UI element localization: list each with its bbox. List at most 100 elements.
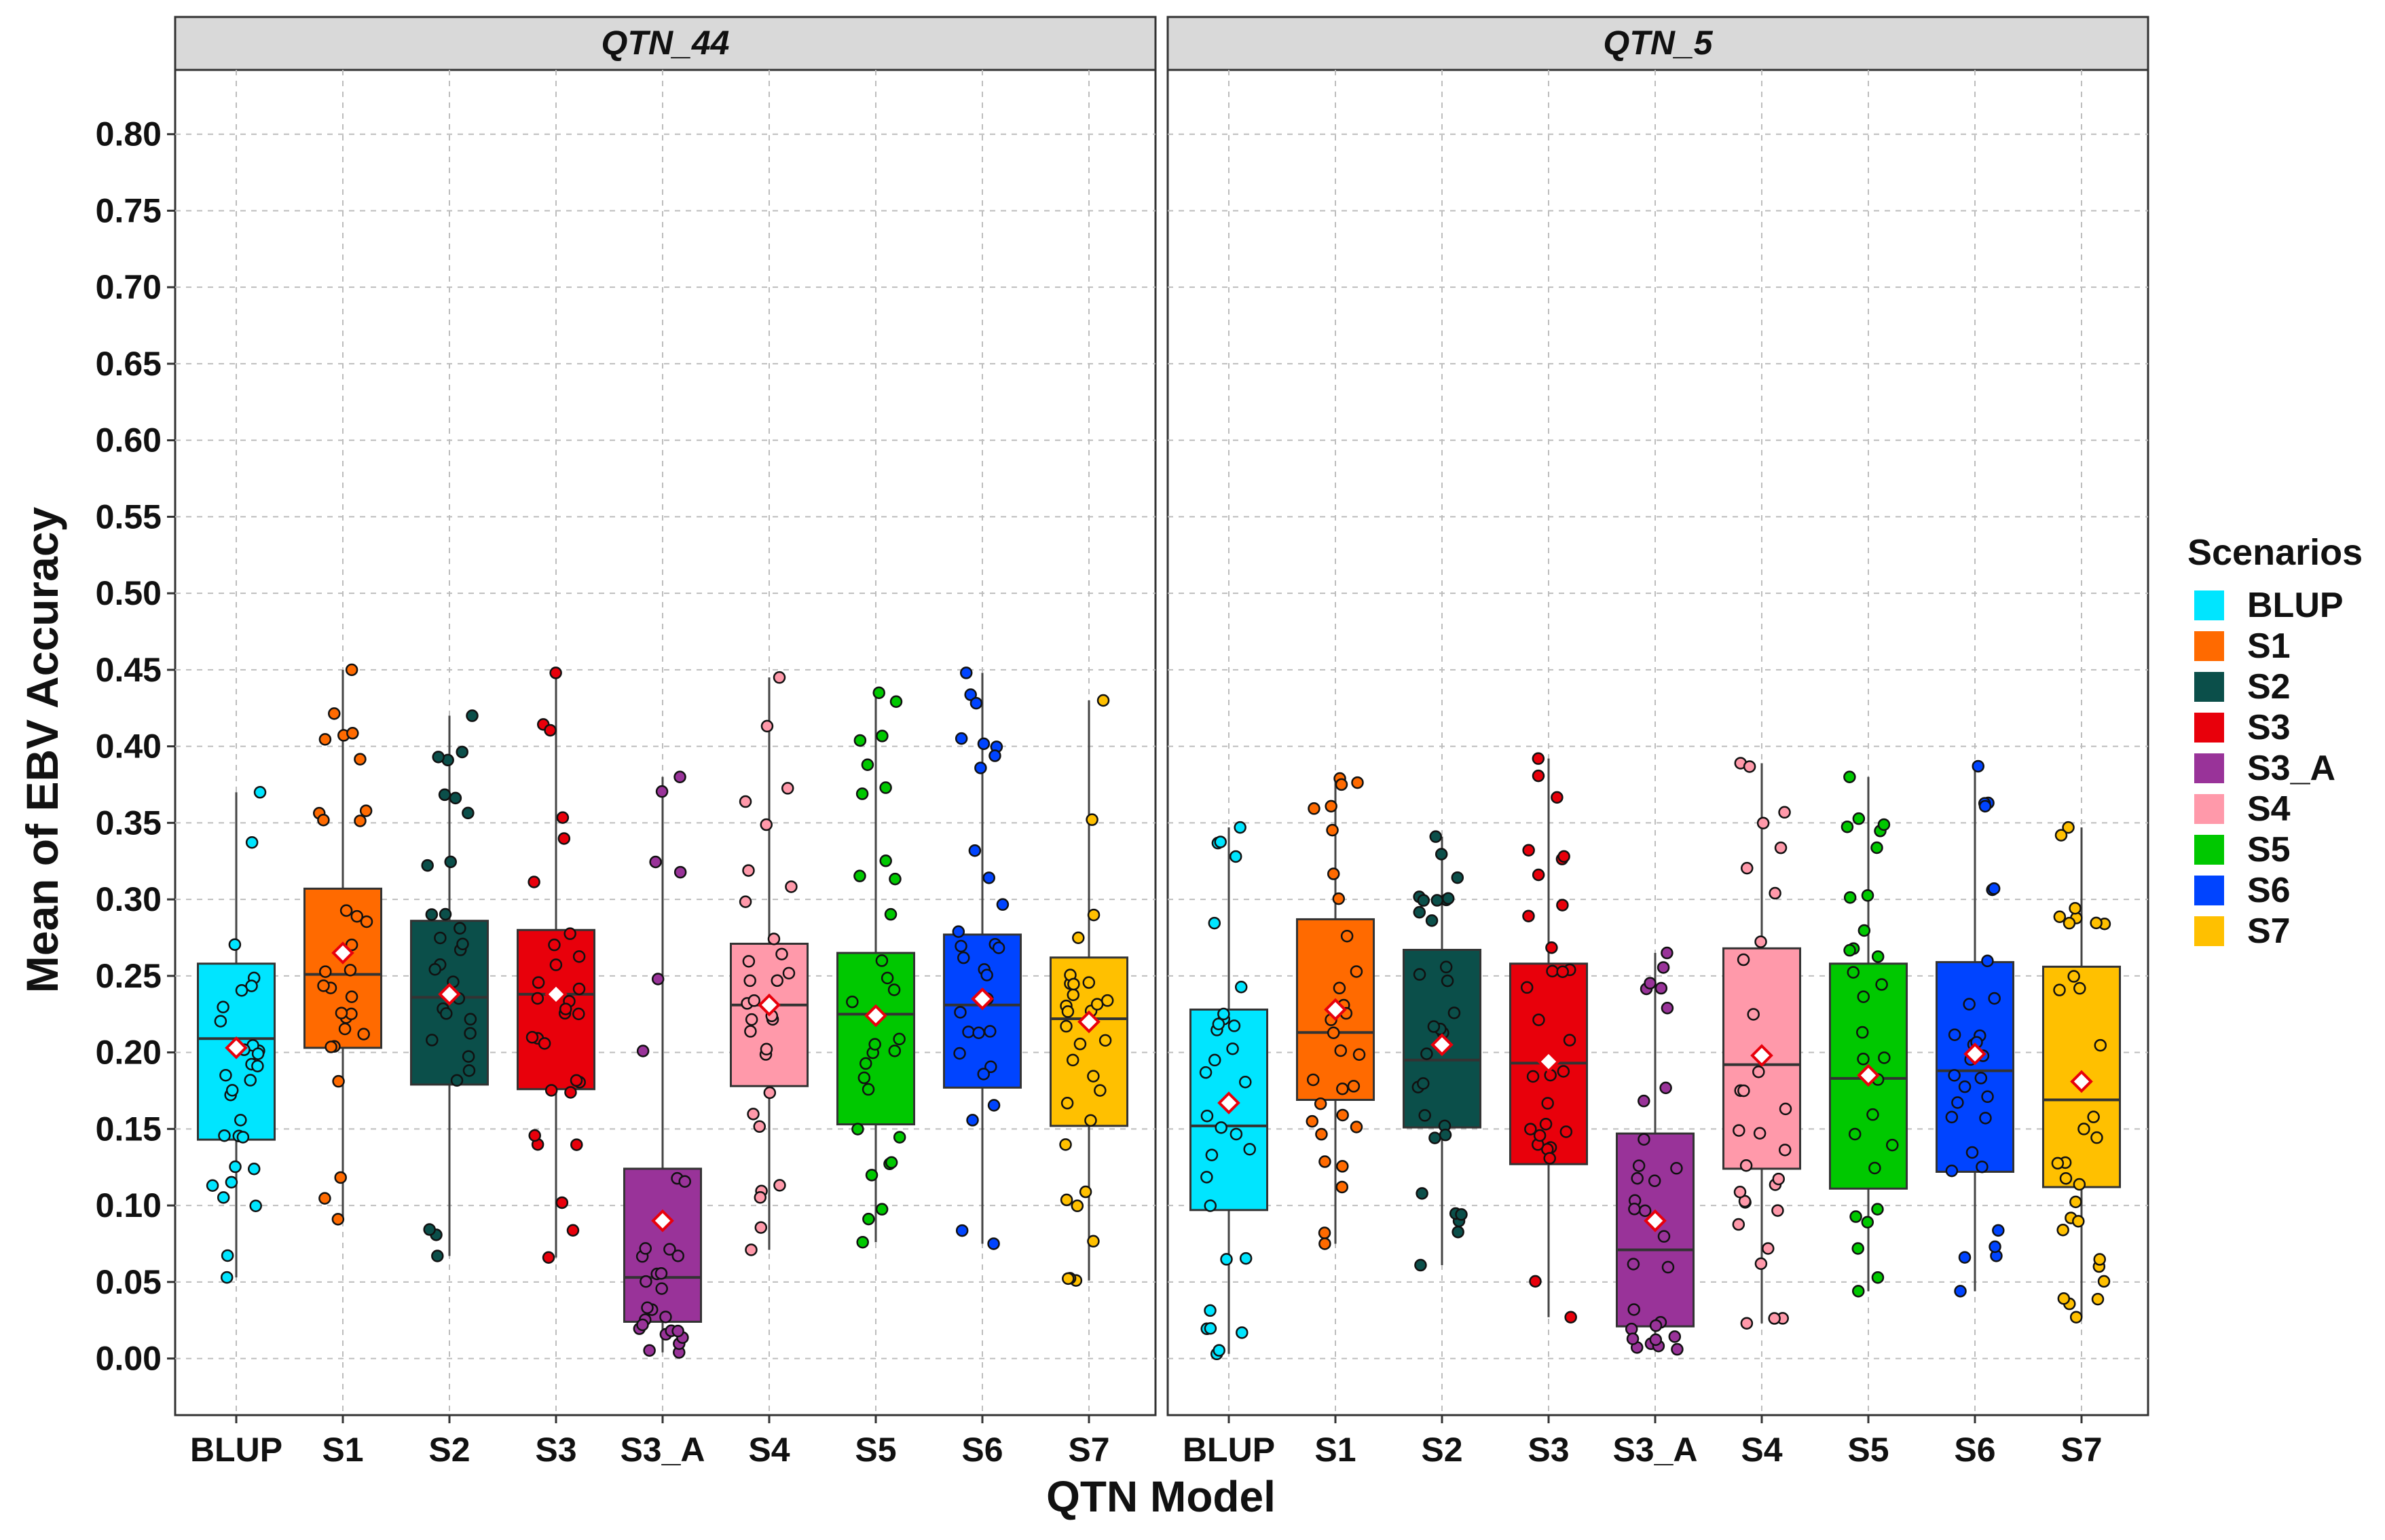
data-point [245, 835, 259, 849]
data-point [1857, 1053, 1870, 1066]
box-BLUP [196, 786, 276, 1284]
data-point [1213, 1344, 1225, 1357]
data-point [649, 855, 662, 869]
data-point [555, 1196, 569, 1209]
data-point [1226, 1042, 1239, 1055]
data-point [1204, 1322, 1217, 1335]
box-S7 [2041, 821, 2122, 1323]
data-point [1857, 990, 1870, 1003]
data-point [1877, 818, 1891, 831]
data-point [1654, 981, 1668, 995]
data-point [655, 1282, 668, 1295]
data-point [1079, 1185, 1092, 1199]
data-point [1992, 1224, 2005, 1237]
data-point [318, 733, 332, 746]
x-tick-label: BLUP [1183, 1431, 1275, 1469]
data-point [450, 1074, 464, 1087]
data-point [1306, 1114, 1319, 1128]
data-point [775, 947, 788, 960]
data-point [1526, 1070, 1540, 1083]
data-point [855, 787, 869, 800]
data-point [2053, 983, 2066, 996]
data-point [1200, 1171, 1213, 1184]
data-point [449, 791, 462, 805]
data-point [1847, 966, 1860, 979]
data-point [1976, 1160, 1989, 1173]
data-point [251, 1047, 265, 1060]
data-point [2093, 1253, 2106, 1266]
data-point [1841, 820, 1854, 833]
data-point [572, 950, 586, 963]
data-point [345, 990, 358, 1003]
data-point [432, 751, 445, 764]
data-point [875, 954, 889, 967]
data-point [1657, 1230, 1671, 1243]
legend-swatch [2194, 672, 2224, 702]
data-point [893, 1131, 906, 1144]
data-point [339, 904, 353, 917]
data-point [217, 1000, 229, 1013]
mean-marker [1857, 1064, 1880, 1087]
data-point [984, 1060, 997, 1074]
data-point [1087, 1235, 1100, 1248]
data-point [423, 1223, 436, 1236]
data-point [1638, 1133, 1650, 1146]
data-point [528, 876, 540, 888]
data-point [1732, 1218, 1745, 1231]
data-point [531, 992, 544, 1005]
x-tick-label: S3 [1528, 1431, 1569, 1469]
data-point [1972, 759, 1984, 773]
data-point [1350, 1121, 1363, 1133]
data-point [2062, 821, 2075, 834]
data-point [1628, 1203, 1641, 1216]
data-point [434, 931, 447, 945]
data-point [220, 1271, 234, 1284]
data-point [570, 1138, 583, 1151]
data-point [544, 724, 557, 737]
data-point [1239, 1075, 1252, 1089]
data-point [1769, 886, 1781, 900]
data-point [1543, 1152, 1556, 1165]
data-point [1659, 1081, 1672, 1095]
data-point [773, 1179, 786, 1192]
x-tick-label: S2 [428, 1431, 470, 1469]
data-point [969, 696, 983, 710]
data-point [1347, 1080, 1361, 1093]
data-point [747, 1108, 760, 1121]
data-point [331, 1213, 345, 1226]
data-point [781, 782, 794, 795]
data-point [1563, 1034, 1576, 1047]
data-point [1958, 1251, 1972, 1264]
data-point [538, 1037, 551, 1050]
data-point [221, 1249, 234, 1262]
legend-label: S7 [2247, 912, 2291, 951]
data-point [987, 1237, 1000, 1250]
data-point [964, 688, 977, 701]
data-point [987, 1099, 1001, 1112]
data-point [1073, 1037, 1087, 1051]
data-point [861, 758, 874, 772]
data-point [1661, 1260, 1675, 1274]
data-point [974, 762, 987, 774]
data-point [1236, 1326, 1249, 1339]
data-point [1094, 1084, 1107, 1097]
data-point [1199, 1066, 1213, 1079]
data-point [1096, 694, 1110, 707]
data-point [1208, 1053, 1221, 1067]
data-point [1851, 1242, 1864, 1255]
data-point [1987, 882, 2001, 895]
data-point [219, 1068, 232, 1082]
data-point [1336, 1160, 1349, 1173]
legend-label: BLUP [2247, 586, 2344, 625]
data-point [1868, 1161, 1881, 1175]
data-point [1234, 980, 1248, 994]
box-S2 [1402, 830, 1482, 1272]
data-point [1417, 894, 1430, 907]
data-point [1532, 1013, 1545, 1026]
data-point [1779, 1102, 1792, 1116]
legend-swatch [2194, 794, 2224, 824]
x-tick-label: S2 [1421, 1431, 1462, 1469]
data-point [859, 1057, 872, 1070]
data-point [771, 974, 784, 988]
